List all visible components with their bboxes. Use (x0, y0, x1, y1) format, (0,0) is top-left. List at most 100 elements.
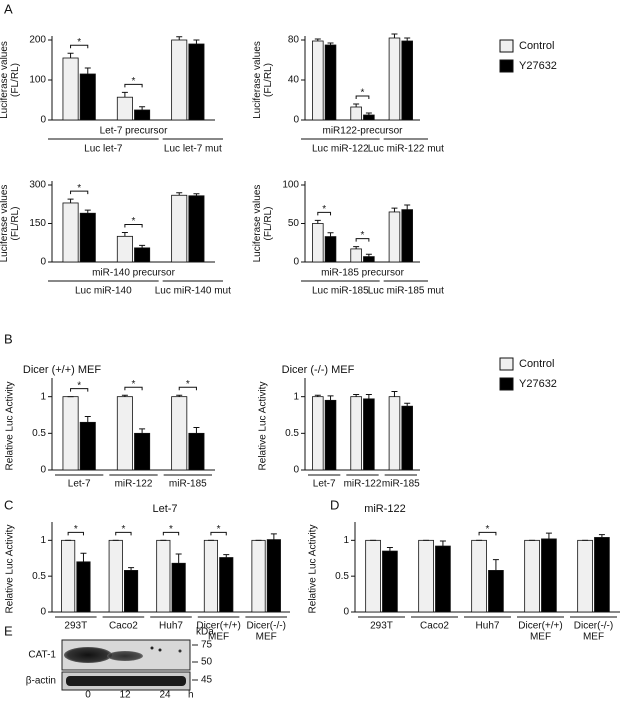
x-tick-label: Caco2 (109, 621, 138, 632)
blot-band (64, 647, 112, 663)
significance-label: * (361, 230, 365, 241)
error-bar (314, 219, 321, 224)
y-tick-label: 0 (293, 465, 299, 476)
error-bar (193, 426, 200, 434)
bar (350, 396, 362, 471)
y-label-line: Luciferase values (252, 41, 263, 119)
error-bar (404, 402, 411, 407)
bar (61, 539, 76, 613)
significance-bracket (70, 44, 89, 49)
error-bar (327, 42, 334, 45)
error-bar (121, 91, 128, 98)
significance-bracket (124, 223, 143, 228)
y-label-line: Relative Luc Activity (5, 525, 16, 614)
error-bar (327, 232, 334, 237)
legend-label: Y27632 (519, 60, 557, 72)
error-bar (139, 428, 146, 434)
chart-title: Dicer (+/+) MEF (23, 364, 102, 376)
y-tick-label: 300 (29, 180, 46, 191)
bar (251, 539, 266, 613)
bar (116, 96, 133, 121)
bar (401, 405, 413, 471)
significance-bracket (355, 238, 370, 242)
y-tick-label: 0 (40, 607, 46, 618)
y-axis-label: Relative Luc Activity (5, 525, 16, 614)
size-label: 50 (201, 657, 213, 668)
y-tick-label: 0 (343, 607, 349, 618)
error-bar (67, 198, 74, 203)
precursor-label: miR-140 precursor (92, 268, 175, 279)
significance-label: * (132, 76, 136, 87)
error-bar (386, 547, 393, 552)
x-tick-label: MEF (208, 632, 229, 643)
legend-swatch (499, 357, 514, 371)
y-label-line: Relative Luc Activity (308, 525, 319, 614)
bar (116, 396, 133, 471)
bar (312, 396, 324, 471)
x-tick-label: Dicer(+/+) (196, 621, 240, 632)
significance-bracket (124, 83, 143, 88)
x-tick-label: miR-122 (344, 479, 382, 490)
panel-label: E (4, 623, 13, 638)
group-label: Luc miR-185 (312, 286, 369, 297)
group-label: Luc let-7 mut (164, 144, 222, 155)
size-label: 45 (201, 675, 213, 686)
bar (124, 570, 139, 613)
error-bar (176, 192, 183, 196)
x-tick-label: 293T (64, 621, 87, 632)
error-bar (391, 207, 398, 212)
significance-bracket (210, 531, 227, 536)
error-bar (365, 253, 372, 257)
blot-band (66, 676, 186, 686)
group-label: Luc miR-140 mut (155, 286, 231, 297)
error-bar (598, 534, 605, 538)
y-axis-label: Luciferase values (FL/RL) (252, 41, 274, 119)
bar (76, 561, 91, 613)
bar (363, 256, 375, 263)
y-tick-label: 150 (29, 218, 46, 229)
error-bar (404, 204, 411, 210)
significance-bracket (70, 388, 89, 392)
significance-label: * (169, 524, 173, 535)
lane-unit: h (188, 690, 194, 701)
chart-title: miR-122 (364, 503, 406, 515)
bar (116, 235, 133, 263)
y-axis-label: Relative Luc Activity (5, 382, 16, 471)
blot-spot (150, 646, 154, 650)
error-bar (84, 67, 91, 74)
blot-spot (178, 649, 182, 653)
y-axis-label: Relative Luc Activity (258, 382, 269, 471)
legend-swatch (499, 59, 514, 73)
error-bar (121, 394, 128, 397)
error-bar (327, 395, 334, 401)
bar (188, 432, 205, 471)
bar (388, 396, 401, 471)
error-bar (365, 112, 372, 115)
x-tick-label: Let-7 (68, 479, 91, 490)
error-bar (80, 552, 87, 562)
significance-label: * (121, 524, 125, 535)
bar (134, 432, 151, 471)
y-tick-label: 0 (40, 465, 46, 476)
x-tick-label: Huh7 (159, 621, 183, 632)
y-axis-label: Luciferase values (FL/RL) (252, 185, 274, 263)
bar (594, 537, 610, 613)
error-bar (270, 533, 277, 540)
bar (188, 195, 205, 263)
legend-swatch (499, 377, 514, 391)
significance-label: * (74, 524, 78, 535)
error-bar (193, 39, 200, 44)
x-tick-label: Caco2 (420, 621, 449, 632)
bar (188, 43, 205, 121)
significance-bracket (67, 531, 84, 536)
blot-spot (158, 648, 162, 652)
blot-band (107, 651, 143, 661)
significance-label: * (361, 88, 365, 99)
error-bar (353, 393, 360, 397)
y-tick-label: 200 (29, 35, 46, 46)
bar (488, 570, 504, 613)
group-label: Luc let-7 (84, 144, 123, 155)
error-bar (121, 231, 128, 237)
x-tick-label: Dicer(-/-) (574, 621, 613, 632)
y-axis-label: Luciferase values (FL/RL) (0, 41, 21, 119)
